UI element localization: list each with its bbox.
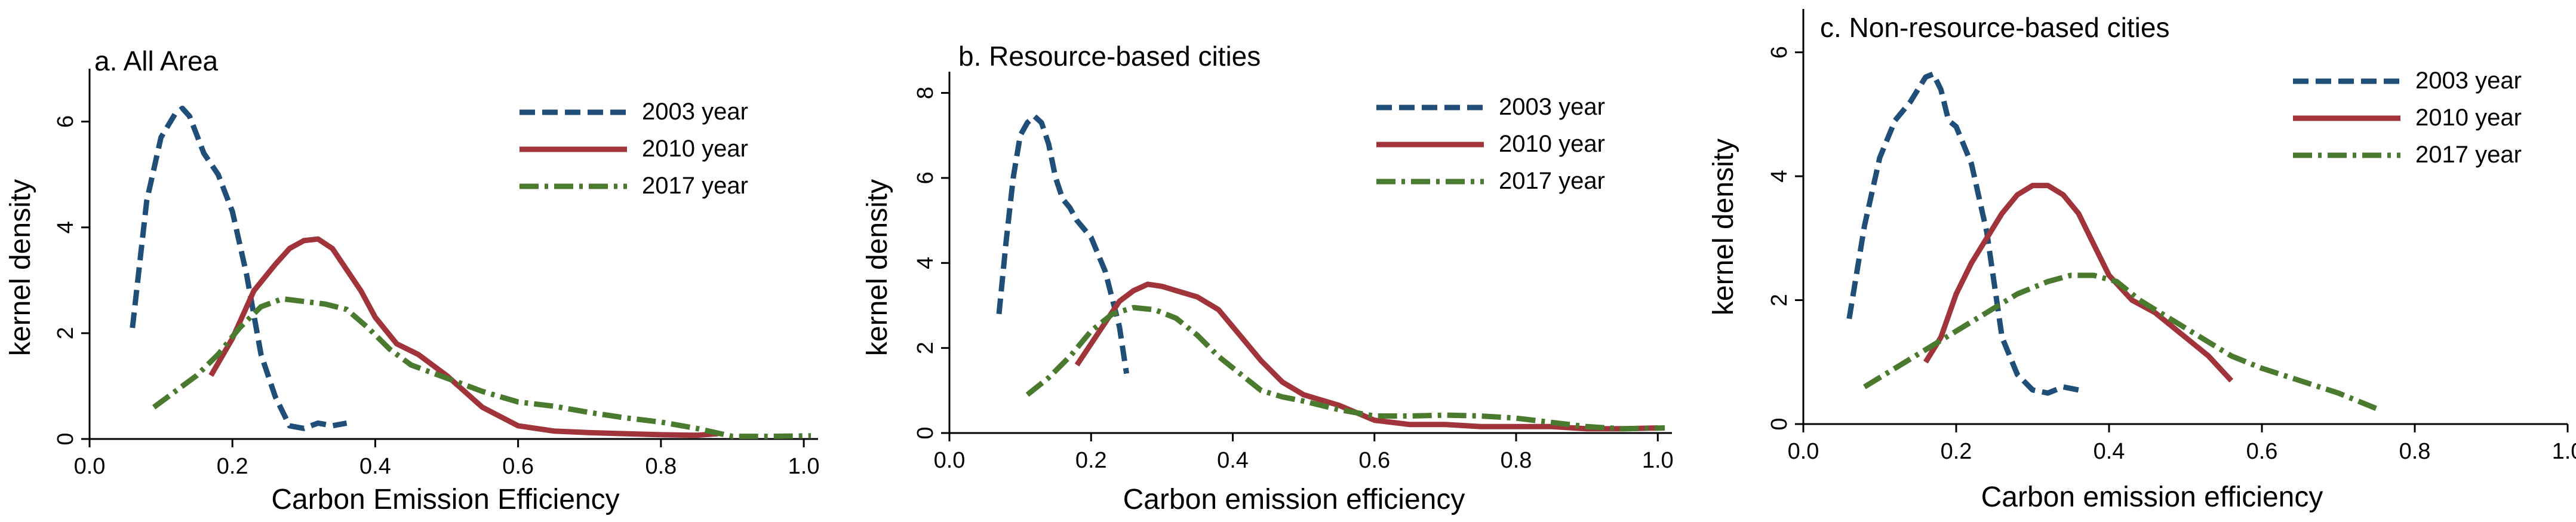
panel-non-resource-based: c. Non-resource-based cities Carbon emis… (1708, 9, 2576, 513)
x-tick-label: 0.0 (934, 448, 966, 473)
y-tick-label: 2 (53, 327, 78, 339)
legend-label: 2010 year (1499, 131, 1605, 157)
series-line-2017 (1025, 305, 1665, 432)
series-line-2017 (1863, 272, 2378, 412)
y-tick-label: 4 (53, 221, 78, 234)
legend-label: 2017 year (642, 173, 748, 199)
x-tick-label: 0.4 (1217, 448, 1249, 473)
x-tick-label: 0.2 (1941, 439, 1972, 464)
x-tick-label: 0.2 (1075, 448, 1107, 473)
x-tick-label: 0.8 (2399, 439, 2431, 464)
series-line-2003 (1846, 71, 2079, 396)
series-line-2010 (208, 236, 718, 438)
y-axis-label: kernel density (862, 179, 893, 356)
x-tick-label: 0.6 (2246, 439, 2278, 464)
series-line-2003 (130, 105, 348, 431)
x-tick-label: 0.6 (502, 454, 534, 479)
x-axis-label: Carbon emission efficiency (1123, 484, 1465, 515)
y-tick-label: 0 (1767, 417, 1792, 430)
legend-label: 2010 year (2415, 105, 2522, 131)
y-tick-label: 4 (1767, 170, 1792, 183)
y-tick-label: 6 (913, 171, 938, 184)
panel-resource-based: b. Resource-based cities Carbon emission… (862, 41, 1674, 515)
series-line-2017 (152, 296, 811, 440)
panel-all-area: a. All Area Carbon Emission Efficiency k… (5, 45, 819, 515)
y-tick-label: 0 (913, 426, 938, 439)
panel-title: c. Non-resource-based cities (1820, 12, 2169, 43)
y-tick-label: 2 (1767, 294, 1792, 306)
x-tick-label: 0.8 (645, 454, 677, 479)
legend-label: 2010 year (642, 136, 748, 162)
panel-title: a. All Area (94, 45, 219, 76)
y-axis-label: kernel density (1708, 139, 1739, 315)
y-axis-label: kernel density (5, 179, 36, 356)
legend-label: 2017 year (2415, 142, 2522, 168)
series-line-2003 (996, 113, 1130, 374)
y-tick-label: 8 (913, 87, 938, 99)
x-tick-label: 0.2 (217, 454, 248, 479)
series-line-2010 (1074, 281, 1658, 432)
y-tick-label: 4 (913, 257, 938, 269)
y-tick-label: 2 (913, 342, 938, 354)
panel-title: b. Resource-based cities (958, 41, 1261, 72)
x-tick-label: 0.0 (74, 454, 106, 479)
series-line-2010 (1923, 183, 2234, 383)
legend-label: 2003 year (642, 99, 748, 125)
x-tick-label: 0.6 (1358, 448, 1390, 473)
y-tick-label: 6 (1767, 46, 1792, 59)
x-tick-label: 0.8 (1501, 448, 1532, 473)
x-tick-label: 0.4 (2094, 439, 2125, 464)
y-tick-label: 0 (53, 432, 78, 445)
x-axis-label: Carbon Emission Efficiency (271, 484, 619, 515)
legend-label: 2017 year (1499, 168, 1605, 194)
y-tick-label: 6 (53, 115, 78, 128)
x-tick-label: 0.0 (1788, 439, 1819, 464)
x-tick-label: 1.0 (1642, 448, 1674, 473)
x-tick-label: 0.4 (359, 454, 391, 479)
x-tick-label: 1.0 (788, 454, 820, 479)
legend-label: 2003 year (1499, 94, 1605, 120)
x-tick-label: 1.0 (2552, 439, 2576, 464)
legend-label: 2003 year (2415, 67, 2522, 94)
x-axis-label: Carbon emission efficiency (1981, 481, 2323, 513)
